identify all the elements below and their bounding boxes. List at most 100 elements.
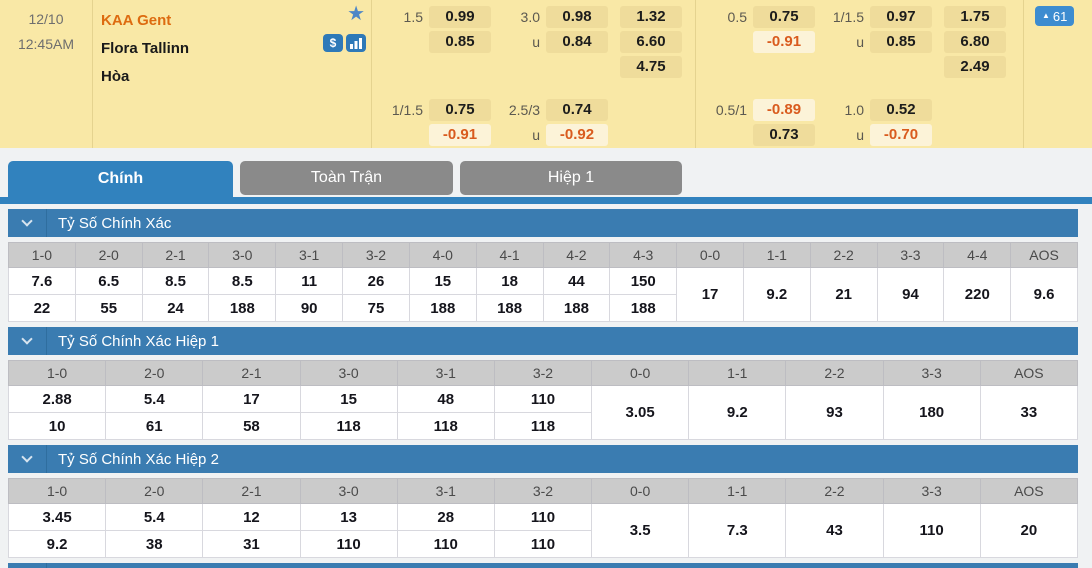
odds-cell[interactable]: 38 — [105, 530, 204, 558]
score-column-header: 2-0 — [74, 242, 143, 268]
odds-cell[interactable]: 110 — [299, 530, 398, 558]
odds-cell[interactable]: 9.6 — [1010, 267, 1078, 322]
under-label: u — [856, 127, 864, 143]
odds-cell[interactable]: 0.98 — [546, 6, 608, 28]
dollar-icon[interactable]: $ — [323, 34, 343, 52]
odds-cell[interactable]: 4.75 — [620, 56, 682, 78]
odds-cell[interactable]: -0.70 — [870, 124, 932, 146]
odds-cell[interactable]: 33 — [979, 385, 1079, 440]
odds-cell[interactable]: 43 — [785, 503, 884, 558]
odds-cell[interactable]: 13 — [299, 503, 398, 531]
tab-toan-tran[interactable]: Toàn Trận — [240, 161, 453, 195]
odds-cell[interactable]: 3.45 — [7, 503, 107, 531]
odds-cell[interactable]: 188 — [609, 294, 678, 322]
odds-cell[interactable]: 9.2 — [688, 385, 787, 440]
odds-cell[interactable]: -0.89 — [753, 99, 815, 121]
odds-cell[interactable]: 0.85 — [429, 31, 491, 53]
odds-cell[interactable]: 12 — [202, 503, 301, 531]
odds-cell[interactable]: 2.88 — [7, 385, 107, 413]
odds-cell[interactable]: 180 — [882, 385, 981, 440]
odds-cell[interactable]: 28 — [396, 503, 495, 531]
odds-cell[interactable]: 75 — [342, 294, 410, 322]
odds-cell[interactable]: 26 — [342, 267, 410, 295]
odds-cell[interactable]: 9.2 — [742, 267, 811, 322]
odds-cell[interactable]: -0.92 — [546, 124, 608, 146]
odds-cell[interactable]: 5.4 — [105, 503, 204, 531]
odds-cell[interactable]: 3.05 — [591, 385, 690, 440]
odds-cell[interactable]: 3.5 — [591, 503, 690, 558]
odds-cell[interactable]: 31 — [202, 530, 301, 558]
odds-cell[interactable]: 150 — [609, 267, 678, 295]
bar-chart-icon[interactable] — [346, 34, 366, 52]
odds-cell[interactable]: 0.74 — [546, 99, 608, 121]
odds-cell[interactable]: 0.85 — [870, 31, 932, 53]
odds-cell[interactable]: 0.73 — [753, 124, 815, 146]
odds-cell[interactable]: 11 — [275, 267, 344, 295]
odds-cell[interactable]: 8.5 — [141, 267, 210, 295]
odds-cell[interactable]: 18 — [475, 267, 544, 295]
ou-line-label: 1.0 — [844, 102, 864, 118]
odds-cell[interactable]: 10 — [7, 412, 107, 440]
odds-cell[interactable]: 61 — [105, 412, 204, 440]
odds-cell[interactable]: 0.99 — [429, 6, 491, 28]
odds-cell[interactable]: 15 — [299, 385, 398, 413]
odds-cell[interactable]: 2.49 — [944, 56, 1006, 78]
odds-cell[interactable]: 1.75 — [944, 6, 1006, 28]
odds-cell[interactable]: 110 — [493, 530, 593, 558]
odds-cell[interactable]: 9.2 — [7, 530, 107, 558]
odds-cell[interactable]: 110 — [493, 503, 593, 531]
odds-cell[interactable]: 110 — [396, 530, 495, 558]
odds-cell[interactable]: 44 — [542, 267, 611, 295]
odds-cell[interactable]: 118 — [396, 412, 495, 440]
section-header-correct-score[interactable]: Tỷ Số Chính Xác — [8, 209, 1078, 237]
odds-cell[interactable]: 188 — [475, 294, 544, 322]
odds-cell[interactable]: 6.60 — [620, 31, 682, 53]
section-header-correct-score-h1[interactable]: Tỷ Số Chính Xác Hiệp 1 — [8, 327, 1078, 355]
odds-cell[interactable]: 8.5 — [208, 267, 277, 295]
odds-cell[interactable]: 24 — [141, 294, 210, 322]
odds-cell[interactable]: 220 — [943, 267, 1012, 322]
odds-cell[interactable]: 188 — [208, 294, 277, 322]
odds-cell[interactable]: 0.75 — [753, 6, 815, 28]
odds-cell[interactable]: 58 — [202, 412, 301, 440]
odds-cell[interactable]: 94 — [876, 267, 945, 322]
odds-cell[interactable]: 5.4 — [105, 385, 204, 413]
odds-cell[interactable]: 7.3 — [688, 503, 787, 558]
star-icon[interactable]: ★ — [347, 3, 365, 25]
score-column-header: 3-2 — [493, 360, 593, 386]
odds-cell[interactable]: 15 — [408, 267, 477, 295]
away-team-name[interactable]: Flora Tallinn — [101, 40, 190, 57]
odds-cell[interactable]: 118 — [299, 412, 398, 440]
odds-cell[interactable]: 188 — [408, 294, 477, 322]
odds-cell[interactable]: 17 — [676, 267, 744, 322]
odds-cell[interactable]: 188 — [542, 294, 611, 322]
odds-cell[interactable]: 93 — [785, 385, 884, 440]
odds-cell[interactable]: 0.52 — [870, 99, 932, 121]
tab-chinh[interactable]: Chính — [8, 161, 233, 197]
odds-cell[interactable]: 48 — [396, 385, 495, 413]
odds-cell[interactable]: 0.84 — [546, 31, 608, 53]
section-header-correct-score-h2[interactable]: Tỷ Số Chính Xác Hiệp 2 — [8, 445, 1078, 473]
odds-cell[interactable]: 118 — [493, 412, 593, 440]
odds-cell[interactable]: 20 — [979, 503, 1079, 558]
odds-cell[interactable]: 6.5 — [74, 267, 143, 295]
section-header-cropped[interactable] — [8, 563, 1078, 568]
odds-cell[interactable]: 110 — [882, 503, 981, 558]
odds-cell[interactable]: -0.91 — [429, 124, 491, 146]
odds-cell[interactable]: 0.97 — [870, 6, 932, 28]
odds-cell[interactable]: 17 — [202, 385, 301, 413]
home-team-name[interactable]: KAA Gent — [101, 12, 172, 29]
odds-cell[interactable]: 0.75 — [429, 99, 491, 121]
odds-cell[interactable]: -0.91 — [753, 31, 815, 53]
odds-cell[interactable]: 55 — [74, 294, 143, 322]
odds-cell[interactable]: 7.6 — [8, 267, 76, 295]
odds-cell[interactable]: 1.32 — [620, 6, 682, 28]
score-column-header: 2-1 — [202, 360, 301, 386]
odds-cell[interactable]: 22 — [8, 294, 76, 322]
odds-cell[interactable]: 110 — [493, 385, 593, 413]
odds-cell[interactable]: 21 — [809, 267, 878, 322]
tab-hiep-1[interactable]: Hiệp 1 — [460, 161, 682, 195]
odds-cell[interactable]: 90 — [275, 294, 344, 322]
odds-cell[interactable]: 6.80 — [944, 31, 1006, 53]
odds-movement-badge[interactable]: ▲ 61 — [1035, 6, 1075, 26]
